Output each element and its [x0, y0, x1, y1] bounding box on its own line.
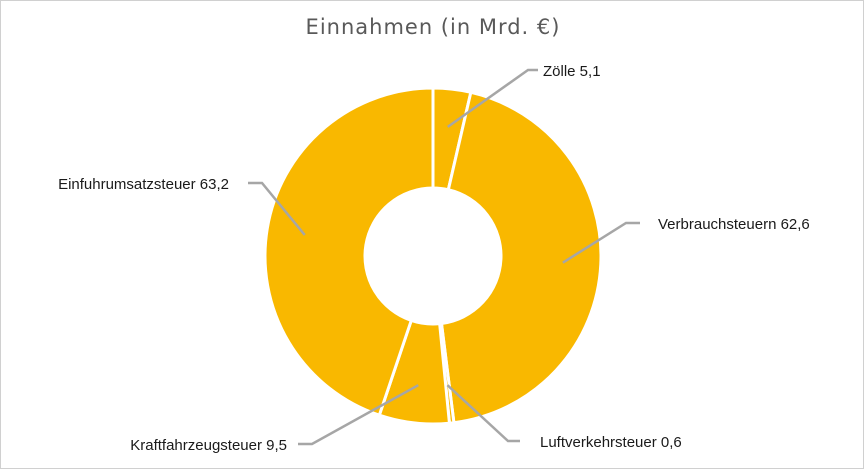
leader-line-kraftfahrzeugsteuer: [298, 384, 419, 446]
slice-verbrauchsteuern: [439, 90, 603, 425]
leader-line-zölle: [447, 68, 538, 128]
label-zölle: Zölle 5,1: [543, 63, 601, 80]
leader-line-verbrauchsteuern: [562, 221, 640, 264]
label-verbrauchsteuern: Verbrauchsteuern 62,6: [658, 216, 810, 233]
leader-line-luftverkehrsteuer: [446, 384, 520, 443]
label-luftverkehrsteuer: Luftverkehrsteuer 0,6: [540, 434, 682, 451]
leader-line-einfuhrumsatzsteuer: [248, 181, 306, 236]
label-kraftfahrzeugsteuer: Kraftfahrzeugsteuer 9,5: [130, 437, 287, 454]
label-einfuhrumsatzsteuer: Einfuhrumsatzsteuer 63,2: [58, 176, 229, 193]
slice-einfuhrumsatzsteuer: [263, 86, 435, 418]
chart-title: Einnahmen (in Mrd. €): [306, 15, 561, 39]
